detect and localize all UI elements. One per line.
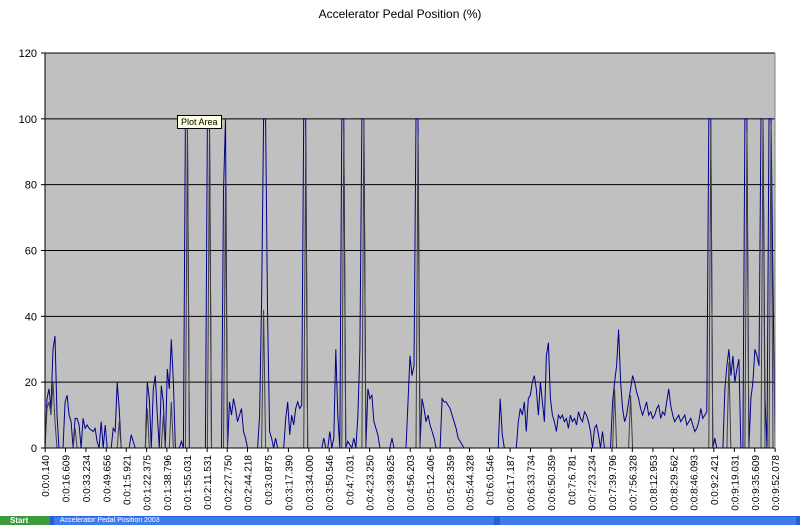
x-tick-label: 0:0:4:23.250 (366, 455, 377, 511)
x-tick-label: 0:0:9:2.421 (710, 455, 721, 505)
x-tick-label: 0:0:3:34.000 (305, 455, 316, 511)
x-tick-label: 0:0:1:55.031 (183, 455, 194, 511)
x-tick-label: 0:0:9:19.031 (730, 455, 741, 511)
x-tick-label: 0:0:4:56.203 (406, 455, 417, 511)
x-tick-label: 0:0:5:44.328 (466, 455, 477, 511)
x-tick-label: 0:0:7:23.234 (588, 455, 599, 511)
x-tick-label: 0:0:16.609 (61, 455, 72, 503)
y-tick-label: 0 (31, 443, 37, 455)
axes (44, 53, 776, 449)
x-tick-label: 0:0:1:22.375 (143, 455, 154, 511)
x-tick-label: 0:0:8:12.953 (649, 455, 660, 511)
x-tick-label: 0:0:2:44.218 (243, 455, 254, 511)
x-tick-label: 0:0:4:7.031 (346, 455, 357, 505)
x-tick-label: 0:0:6:17.187 (506, 455, 517, 511)
taskbar: Start Accelerator Pedal Position 2003 (0, 516, 800, 525)
y-tick-label: 40 (25, 311, 37, 323)
y-tick-label: 120 (19, 48, 37, 60)
x-tick-label: 0:0:3:17.390 (284, 455, 295, 511)
y-tick-label: 20 (25, 377, 37, 389)
y-axis-tick-labels: 0 20 40 60 80 100 120 (19, 48, 45, 455)
y-tick-label: 80 (25, 180, 37, 192)
gridlines (45, 52, 775, 383)
x-tick-label: 0:0:33.234 (82, 455, 93, 503)
plot-area-tooltip: Plot Area (177, 115, 222, 129)
x-tick-label: 0:0:8:46.093 (690, 455, 701, 511)
chart-title: Accelerator Pedal Position (%) (318, 7, 482, 21)
x-tick-label: 0:0:8:29.562 (669, 455, 680, 511)
x-tick-label: 0:0:49.656 (102, 455, 113, 503)
x-tick-label: 0:0:7:6.781 (567, 455, 578, 505)
x-tick-label: 0:0:4:39.625 (386, 455, 397, 511)
x-tick-label: 0:0:1:5.921 (122, 455, 133, 505)
x-tick-label: 0:0:2:11.531 (203, 455, 214, 510)
x-tick-label: 0:0:7:39.796 (608, 455, 619, 511)
x-tick-label: 0:0:6:33.734 (526, 455, 537, 511)
x-tick-label: 0:0:9:52.078 (771, 455, 782, 511)
taskbar-item-2[interactable] (500, 517, 796, 525)
x-axis-tick-labels: 0:0:0.140 0:0:16.609 0:0:33.234 0:0:49.656 0… (41, 448, 782, 511)
x-tick-label: 0:0:9:35.609 (751, 455, 762, 511)
x-tick-label: 0:0:6:0.546 (486, 455, 497, 505)
x-tick-label: 0:0:3:0.875 (264, 455, 275, 505)
x-tick-label: 0:0:6:50.359 (547, 455, 558, 511)
y-tick-label: 100 (19, 114, 37, 126)
x-tick-label: 0:0:7:56.328 (628, 455, 639, 511)
taskbar-item[interactable]: Accelerator Pedal Position 2003 (54, 517, 494, 525)
start-button[interactable]: Start (0, 516, 50, 525)
x-tick-label: 0:0:3:50.546 (325, 455, 336, 511)
x-tick-label: 0:0:5:12.406 (426, 455, 437, 511)
y-tick-label: 60 (25, 246, 37, 258)
x-tick-label: 0:0:2:27.750 (223, 455, 234, 511)
x-tick-label: 0:0:5:28.359 (446, 455, 457, 511)
x-tick-label: 0:0:1:38.796 (163, 455, 174, 511)
x-tick-label: 0:0:0.140 (41, 455, 52, 497)
